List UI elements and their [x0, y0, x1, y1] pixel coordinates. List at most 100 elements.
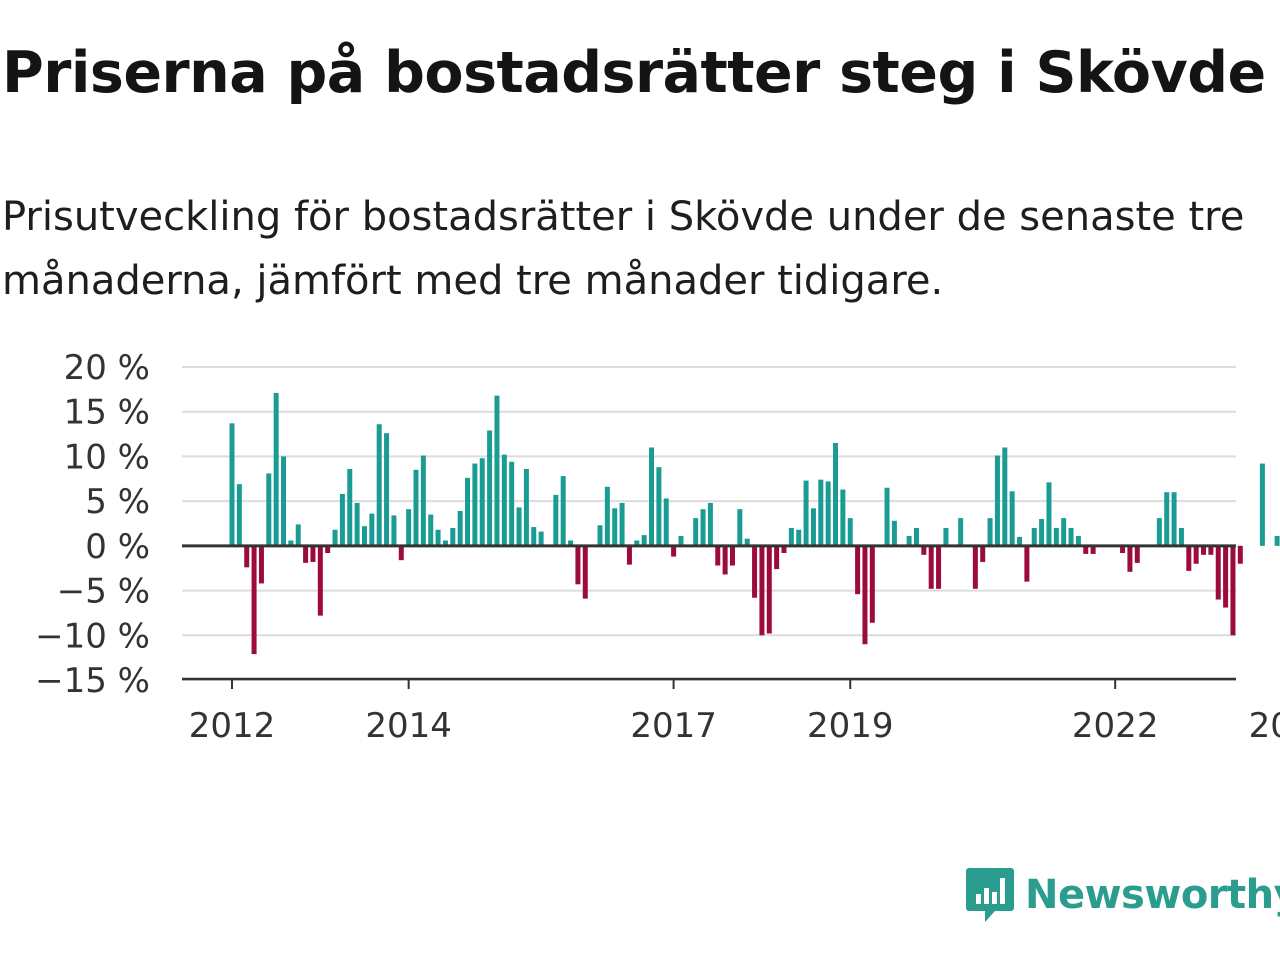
- y-tick-label: −10 %: [35, 616, 150, 656]
- bar: [906, 536, 912, 546]
- bar: [295, 524, 301, 546]
- x-tick-label: 2014: [365, 706, 452, 746]
- bar: [847, 518, 853, 546]
- bar-chart-speech-bubble-icon: [966, 868, 1014, 922]
- bar: [384, 433, 390, 546]
- bar: [641, 535, 647, 546]
- bar: [921, 545, 927, 555]
- bar: [523, 468, 529, 546]
- bar: [693, 518, 699, 546]
- bar: [420, 455, 426, 546]
- bar: [936, 545, 942, 589]
- bar: [531, 527, 537, 546]
- bar: [1237, 545, 1243, 564]
- bar: [943, 527, 949, 546]
- y-tick-label: 0 %: [85, 527, 150, 567]
- bar: [428, 514, 434, 546]
- x-tick-label: 2024: [1249, 706, 1280, 746]
- bar: [1039, 519, 1045, 546]
- y-tick-label: 5 %: [85, 482, 150, 522]
- bar: [442, 540, 448, 546]
- bar: [391, 515, 397, 546]
- bar: [803, 480, 809, 546]
- bar: [236, 484, 242, 546]
- bar: [1186, 545, 1192, 571]
- bar: [840, 489, 846, 546]
- y-tick-label: 20 %: [64, 348, 150, 388]
- bar: [722, 545, 728, 575]
- bar: [862, 545, 868, 645]
- bar: [1208, 545, 1214, 555]
- bar: [1156, 518, 1162, 546]
- bar: [281, 456, 287, 546]
- bar: [1274, 536, 1280, 546]
- bar: [766, 545, 772, 634]
- bar: [1090, 545, 1096, 554]
- bars: [229, 392, 1280, 655]
- bar-chart: 20 % 15 %10 % 5 % 0 % −5 %−10 % −15 % 2012 2014…: [35, 348, 1280, 746]
- bar: [796, 529, 802, 546]
- bar: [855, 545, 861, 595]
- bar: [1002, 447, 1008, 546]
- bar: [1259, 463, 1265, 546]
- bar: [1201, 545, 1207, 555]
- bar: [972, 545, 978, 589]
- bar: [450, 527, 456, 546]
- bar: [994, 455, 1000, 546]
- bar: [258, 545, 264, 584]
- bar: [597, 525, 603, 546]
- bar: [913, 527, 919, 546]
- bar: [244, 545, 250, 568]
- bar: [266, 473, 272, 546]
- bar: [1215, 545, 1221, 600]
- bar: [891, 520, 897, 546]
- bar: [553, 494, 559, 546]
- bar: [1068, 527, 1074, 546]
- bar: [869, 545, 875, 623]
- bar: [501, 454, 507, 546]
- bar: [1031, 527, 1037, 546]
- bar: [678, 536, 684, 546]
- bar: [310, 545, 316, 562]
- bar: [251, 545, 257, 655]
- axes: 20 % 15 %10 % 5 % 0 % −5 %−10 % −15 % 2012 2014…: [35, 348, 1280, 746]
- bar: [656, 467, 662, 546]
- bar: [398, 545, 404, 561]
- bar: [465, 477, 471, 546]
- bar: [833, 443, 839, 546]
- bar: [332, 529, 338, 546]
- bar: [1009, 491, 1015, 546]
- y-tick-label: 10 %: [64, 437, 150, 477]
- bar: [575, 545, 581, 585]
- bar: [339, 493, 345, 546]
- bar: [1164, 492, 1170, 546]
- bar: [788, 527, 794, 546]
- bar: [987, 518, 993, 546]
- bar: [884, 487, 890, 546]
- bar: [619, 502, 625, 546]
- bar: [818, 479, 824, 546]
- bar: [1017, 536, 1023, 546]
- bar: [1075, 536, 1081, 546]
- bar: [1171, 492, 1177, 546]
- bar: [317, 545, 323, 616]
- bar: [1178, 527, 1184, 546]
- bar: [1046, 482, 1052, 546]
- brand-name: Newsworthy: [1025, 872, 1280, 918]
- bar: [568, 540, 574, 546]
- bar: [1230, 545, 1236, 636]
- bar: [347, 468, 353, 546]
- bar: [538, 531, 544, 546]
- bar: [980, 545, 986, 562]
- bar: [634, 540, 640, 546]
- bar: [361, 526, 367, 546]
- bar: [1193, 545, 1199, 564]
- bar: [1223, 545, 1229, 608]
- bar: [229, 423, 235, 546]
- bar: [707, 502, 713, 546]
- bar: [671, 545, 677, 557]
- bar: [560, 476, 566, 546]
- bar: [406, 509, 412, 546]
- bar: [435, 529, 441, 546]
- x-tick-label: 2022: [1072, 706, 1159, 746]
